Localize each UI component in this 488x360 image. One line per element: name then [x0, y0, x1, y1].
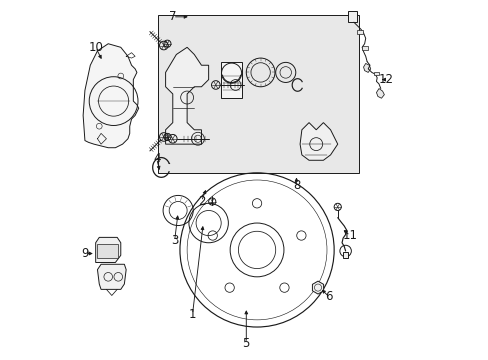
Bar	[343, 252, 347, 258]
Bar	[357, 31, 363, 34]
Polygon shape	[96, 237, 121, 262]
Text: 11: 11	[342, 229, 357, 242]
Bar	[373, 72, 378, 75]
Polygon shape	[83, 44, 139, 148]
Bar	[362, 46, 367, 50]
Text: 3: 3	[170, 234, 178, 247]
Polygon shape	[300, 123, 337, 160]
Polygon shape	[363, 63, 370, 72]
Text: 5: 5	[242, 337, 249, 350]
Text: 10: 10	[88, 41, 103, 54]
Text: 8: 8	[292, 179, 300, 192]
Text: 4: 4	[153, 152, 160, 165]
Polygon shape	[97, 264, 126, 289]
Bar	[97, 244, 118, 258]
Text: 1: 1	[188, 308, 196, 321]
Text: 12: 12	[378, 73, 393, 86]
Bar	[348, 12, 357, 22]
Text: 7: 7	[169, 10, 176, 23]
Bar	[158, 15, 359, 173]
Bar	[221, 62, 242, 98]
Polygon shape	[312, 281, 323, 294]
Polygon shape	[376, 89, 384, 98]
Text: 9: 9	[81, 247, 88, 260]
Text: 6: 6	[325, 290, 332, 303]
Text: 2: 2	[197, 195, 205, 208]
Polygon shape	[165, 47, 208, 144]
